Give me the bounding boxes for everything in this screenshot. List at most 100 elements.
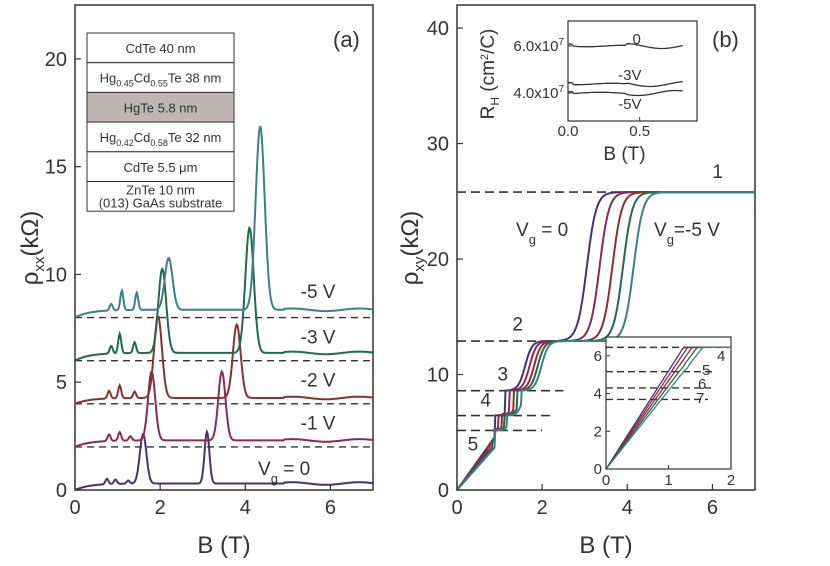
stack-mid: Cd <box>134 130 151 145</box>
hall-curve-1 <box>567 81 683 88</box>
stack-post: Te 32 nm <box>168 130 221 145</box>
x-tick-label-0: 0 <box>451 497 462 519</box>
panel-b-label: (b) <box>712 27 739 52</box>
hall-curve-label-1: -3V <box>618 67 641 84</box>
hall-y-mant: 4.0x10 <box>513 85 558 102</box>
hall-curve-0 <box>567 42 683 50</box>
hall-xlabel: B (T) <box>603 144 645 165</box>
panel-b-label-vg0: Vg = 0 <box>516 220 568 247</box>
plateau-label-3: 4 <box>480 390 491 411</box>
x-tick-label-2: 4 <box>622 497 633 519</box>
panel-a-label: (a) <box>333 27 360 52</box>
zoom-plateau-label-1: 5 <box>702 362 710 379</box>
stack-layer-2 <box>86 91 235 123</box>
zoom-plateau-label-0: 4 <box>717 348 725 365</box>
curve-label-2: -2 V <box>301 371 336 392</box>
hall-y-exp: 7 <box>558 84 564 95</box>
x-tick-label-0: 0 <box>69 497 80 519</box>
stack-sub2: 0.58 <box>150 138 168 148</box>
x-tick-label-1: 2 <box>155 497 166 519</box>
curve-label-text: V <box>258 459 271 480</box>
rho-xx-curve-4 <box>74 125 373 319</box>
hall-ylabel-end: /C) <box>478 29 499 54</box>
zoom-x-tick-label-2: 2 <box>727 472 735 489</box>
x-tick-label-1: 2 <box>537 497 548 519</box>
zoom-y-tick-label-3: 6 <box>594 348 602 365</box>
rho-xx-curve-0 <box>74 428 374 491</box>
stack-layer-text2-5: (013) GaAs substrate <box>99 196 223 211</box>
hall-ylabel-sub: H <box>488 97 502 106</box>
y-tick-label-0: 0 <box>56 480 67 502</box>
panel-b-xlabel: B (T) <box>579 532 632 559</box>
stack-layer-text-5: ZnTe 10 nm <box>126 183 195 198</box>
zoom-y-tick-label-1: 2 <box>594 423 602 440</box>
panel-b-ylabel: ρxy(kΩ) <box>397 211 428 286</box>
stack-pre: Hg <box>100 71 117 86</box>
hall-ylabel-sup: 2 <box>479 54 491 60</box>
curve-label-1: -3 V <box>301 327 336 348</box>
curve-label-3: -1 V <box>301 414 336 435</box>
y-tick-label-2: 10 <box>45 264 67 286</box>
panel-b-ylabel-sub: xy <box>411 256 428 272</box>
stack-layer-3 <box>86 121 235 153</box>
hall-ylabel: RH (cm2/C) <box>478 29 502 120</box>
panel-a-ylabel-unit: (kΩ) <box>17 211 44 257</box>
hall-x-tick-label-1: 0.5 <box>629 123 650 140</box>
stack-layer-5 <box>86 181 235 212</box>
hall-inset-frame <box>567 20 698 122</box>
panel-b-ylabel-main: ρ <box>397 272 424 286</box>
stack-layer-text-4: CdTe 5.5 μm <box>124 160 198 175</box>
y-tick-label-1: 5 <box>56 372 67 394</box>
stack-layer-text-2: HgTe 5.8 nm <box>124 100 198 115</box>
stack-pre: Hg <box>100 130 117 145</box>
plateau-label-2: 3 <box>497 364 508 385</box>
hall-curve-label-0: 0 <box>633 31 641 48</box>
zoom-x-tick-label-0: 0 <box>602 472 610 489</box>
hall-y-mant: 6.0x10 <box>513 38 558 55</box>
hall-ylabel-unit: (cm <box>478 60 499 97</box>
stack-layer-0 <box>86 32 235 64</box>
plateau-label-4: 5 <box>468 435 479 456</box>
curve-label-sub: g <box>271 471 278 486</box>
stack-post: Te 38 nm <box>168 71 221 86</box>
stack-layer-text-3: Hg0.42Cd0.58Te 32 nm <box>100 130 222 148</box>
y-tick-label-0: 0 <box>438 480 449 502</box>
zoom-curve-4 <box>605 346 731 470</box>
y-tick-label-1: 10 <box>427 365 449 387</box>
curve-label-after: = 0 <box>278 459 310 480</box>
zoom-plateau-label-3: 7 <box>696 390 704 407</box>
panel-b-label-vg5: Vg=-5 V <box>654 220 720 247</box>
panel-a-ticks: 0 2 4 6 0 5 10 15 20 <box>45 49 336 519</box>
hall-curve-2 <box>567 89 683 97</box>
y-tick-label-2: 20 <box>427 249 449 271</box>
y-tick-label-3: 30 <box>427 134 449 156</box>
x-tick-label-2: 4 <box>240 497 251 519</box>
rho-xx-curve-1 <box>74 369 374 448</box>
panel-a-baselines <box>75 316 373 448</box>
stack-mid: Cd <box>134 71 151 86</box>
rho-xx-curve-2 <box>74 315 374 405</box>
panel-a-frame <box>74 4 374 491</box>
zoom-x-tick-label-1: 1 <box>664 472 672 489</box>
plateau-label-1: 2 <box>512 315 523 336</box>
y-tick-label-4: 40 <box>427 18 449 40</box>
zoom-y-tick-label-2: 4 <box>594 386 602 403</box>
panel-b-ylabel-unit: (kΩ) <box>397 211 424 257</box>
hall-curve-label-2: -5V <box>618 96 641 113</box>
panel-a-ylabel-sub: xx <box>31 256 48 272</box>
hall-ylabel-r: R <box>478 106 499 120</box>
hall-y-tick-label-1: 4.0x107 <box>513 84 564 102</box>
curve-label-0: -5 V <box>301 282 336 303</box>
panel-a-xlabel: B (T) <box>197 532 250 559</box>
panel-a-curves <box>74 125 374 491</box>
rho-xx-curve-3 <box>74 225 374 362</box>
y-tick-label-3: 15 <box>45 157 67 179</box>
zoom-y-tick-label-0: 0 <box>594 461 602 478</box>
svg-text:ρxx(kΩ): ρxx(kΩ) <box>17 211 48 286</box>
zoom-plateau-label-2: 6 <box>698 376 706 393</box>
